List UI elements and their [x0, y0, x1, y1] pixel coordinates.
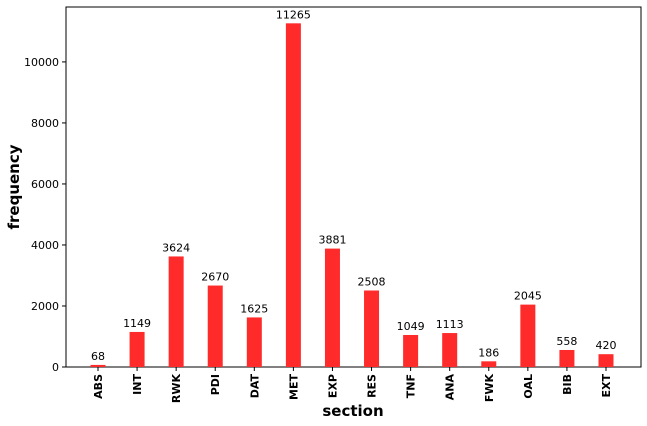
bar-tnf — [403, 334, 419, 367]
data-label-ext: 420 — [596, 339, 617, 352]
x-tick-label: RWK — [170, 374, 183, 404]
y-axis-ticks: 0 2000 4000 6000 8000 10000 — [24, 56, 66, 374]
bar-pdi — [207, 285, 223, 367]
x-axis-title: section — [322, 402, 383, 420]
y-tick-label: 0 — [52, 361, 59, 374]
x-tick-label: BIB — [561, 374, 574, 395]
x-tick-label: TNF — [405, 374, 418, 398]
data-label-oal: 2045 — [514, 290, 542, 303]
x-tick-label: DAT — [248, 374, 261, 399]
y-tick-label: 8000 — [31, 117, 59, 130]
bar-ana — [442, 333, 458, 367]
y-tick-label: 6000 — [31, 178, 59, 191]
bar-bib — [559, 349, 575, 367]
data-label-bib: 558 — [556, 335, 577, 348]
bar-abs — [90, 364, 106, 367]
x-axis-ticks: ABS INT RWK PDI DAT MET EXP RES TNF ANA FWK OAL BIB E… — [92, 367, 613, 403]
x-tick-label: PDI — [209, 374, 222, 395]
x-tick-label: ABS — [92, 374, 105, 399]
y-tick-label: 4000 — [31, 239, 59, 252]
x-tick-label: RES — [366, 374, 379, 398]
data-label-met: 11265 — [276, 8, 311, 21]
x-tick-label: EXT — [600, 374, 613, 398]
x-tick-label: FWK — [483, 374, 496, 403]
bar-dat — [246, 317, 262, 367]
data-label-tnf: 1049 — [397, 320, 425, 333]
bar-rwk — [168, 256, 184, 367]
data-label-dat: 1625 — [240, 302, 268, 315]
x-tick-label: INT — [131, 374, 144, 395]
bar-int — [129, 331, 145, 367]
x-tick-label: MET — [287, 374, 300, 400]
bar-exp — [324, 248, 340, 367]
data-label-res: 2508 — [358, 275, 386, 288]
bar-oal — [520, 304, 536, 367]
data-label-exp: 3881 — [318, 234, 346, 247]
data-label-rwk: 3624 — [162, 241, 190, 254]
data-label-abs: 68 — [91, 350, 105, 363]
bar-res — [364, 290, 380, 367]
data-label-int: 1149 — [123, 317, 151, 330]
x-tick-label: OAL — [522, 374, 535, 399]
x-tick-label: ANA — [444, 374, 457, 401]
bar-fwk — [481, 361, 497, 367]
bar-ext — [598, 354, 614, 367]
y-tick-label: 10000 — [24, 56, 59, 69]
bars — [90, 23, 614, 368]
bar-met — [285, 23, 301, 368]
y-tick-label: 2000 — [31, 300, 59, 313]
x-tick-label: EXP — [326, 374, 339, 398]
data-label-fwk: 186 — [478, 346, 499, 359]
data-label-pdi: 2670 — [201, 271, 229, 284]
plot-area — [65, 6, 642, 368]
data-label-ana: 1113 — [436, 318, 464, 331]
data-labels: 68 1149 3624 2670 1625 11265 3881 2508 1049 1113 1… — [91, 8, 617, 363]
y-axis-title: frequency — [5, 144, 23, 229]
